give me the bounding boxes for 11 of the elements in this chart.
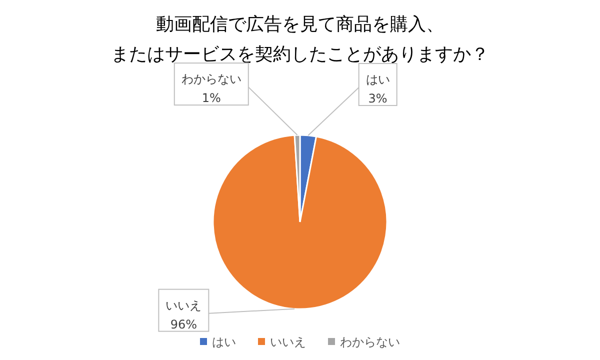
- data-label: 3%: [368, 92, 388, 106]
- legend-label: いいえ: [270, 335, 306, 349]
- chart-title: 動画配信で広告を見て商品を購入、またはサービスを契約したことがありますか？: [111, 14, 489, 65]
- slice-label: わからない: [181, 72, 242, 86]
- data-label: 1%: [202, 91, 221, 106]
- legend-label: はい: [212, 335, 236, 349]
- pie-slice: [212, 134, 388, 310]
- slice-label: はい: [366, 72, 390, 87]
- slice-label: いいえ: [166, 298, 202, 312]
- legend-label: わからない: [340, 335, 400, 349]
- data-label: 96%: [170, 317, 198, 332]
